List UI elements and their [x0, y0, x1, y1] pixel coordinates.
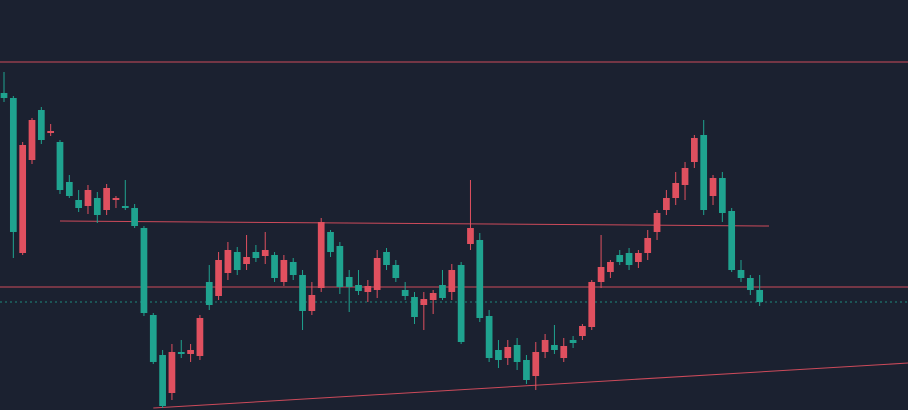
- candle-body: [737, 270, 745, 278]
- candle-body: [383, 252, 390, 265]
- candle-body: [93, 198, 101, 215]
- candle-body: [233, 252, 241, 270]
- candle-body: [364, 286, 372, 292]
- candle-body: [625, 253, 633, 265]
- candle-body: [495, 350, 502, 360]
- candle-body: [560, 346, 568, 358]
- candle-body: [159, 355, 166, 406]
- candle-body: [336, 246, 344, 287]
- candle-body: [112, 198, 120, 200]
- candle-body: [373, 258, 381, 290]
- trend-line: [153, 362, 908, 409]
- candle-body: [420, 299, 428, 305]
- candle-body: [644, 238, 652, 253]
- candle-body: [718, 178, 726, 213]
- candle-body: [317, 222, 325, 288]
- candle-body: [448, 270, 456, 292]
- candle-body: [9, 98, 17, 232]
- candle-body: [131, 208, 138, 226]
- candle-body: [149, 315, 157, 362]
- candle-body: [467, 228, 474, 244]
- candle-body: [597, 267, 605, 282]
- candle-body: [308, 295, 316, 311]
- candle-body: [56, 142, 64, 190]
- candle-body: [280, 260, 288, 282]
- candle-body: [252, 252, 260, 258]
- candle-body: [243, 257, 250, 264]
- candle-body: [700, 135, 708, 210]
- candle-body: [47, 131, 55, 133]
- candle-body: [616, 255, 624, 262]
- candle-body: [355, 285, 362, 291]
- candle-body: [607, 262, 614, 272]
- candle-body: [0, 93, 8, 98]
- candle-body: [271, 255, 278, 278]
- candle-body: [485, 316, 493, 358]
- candle-body: [569, 340, 577, 343]
- candle-body: [523, 360, 530, 380]
- candle-body: [681, 168, 689, 185]
- candle-body: [411, 297, 418, 317]
- candle-body: [691, 138, 698, 162]
- trend-line: [59, 220, 770, 227]
- candle-body: [168, 352, 176, 393]
- candle-body: [28, 120, 36, 160]
- candle-body: [84, 190, 92, 206]
- candle-body: [65, 182, 73, 196]
- candle-body: [75, 200, 83, 208]
- candle-body: [392, 265, 400, 278]
- candle-body: [345, 277, 353, 287]
- candle-body: [429, 293, 437, 300]
- candle-body: [728, 211, 736, 270]
- candle-body: [532, 352, 540, 376]
- candle-body: [663, 198, 670, 210]
- candle-body: [177, 352, 185, 354]
- candle-body: [37, 110, 45, 140]
- candle-body: [289, 262, 297, 275]
- candle-body: [215, 260, 222, 296]
- candle-body: [261, 250, 269, 256]
- candle-body: [19, 145, 27, 253]
- candle-body: [140, 228, 148, 313]
- candle-body: [588, 282, 596, 327]
- candle-body: [196, 318, 204, 356]
- candle-body: [476, 240, 484, 318]
- candle-body: [224, 250, 232, 273]
- candle-body: [205, 282, 213, 305]
- candle-body: [187, 350, 194, 354]
- candle-body: [504, 347, 512, 358]
- candle-body: [401, 290, 409, 296]
- candle-body: [513, 345, 521, 362]
- candle-body: [327, 232, 334, 252]
- candle-body: [439, 285, 446, 298]
- candle-body: [299, 275, 306, 311]
- candle-body: [653, 213, 661, 232]
- candle-body: [756, 290, 764, 302]
- candle-body: [541, 340, 549, 352]
- candle-body: [709, 178, 717, 196]
- candle-body: [551, 345, 558, 350]
- candle-body: [672, 183, 680, 198]
- candle-body: [635, 253, 642, 262]
- candle-body: [746, 278, 754, 290]
- candle-body: [121, 206, 129, 208]
- candle-body: [579, 326, 586, 336]
- candle-body: [457, 265, 465, 342]
- candle-body: [103, 188, 110, 210]
